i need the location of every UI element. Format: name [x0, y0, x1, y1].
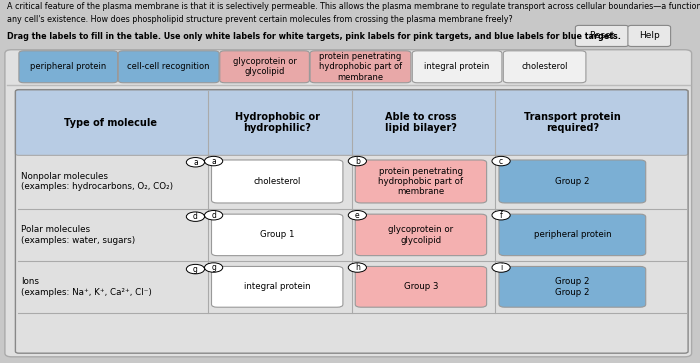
Text: i: i: [500, 263, 502, 272]
Text: glycoprotein or
glycolipid: glycoprotein or glycolipid: [232, 57, 297, 77]
Text: Group 3: Group 3: [404, 282, 438, 291]
Text: integral protein: integral protein: [424, 62, 490, 71]
Circle shape: [186, 212, 204, 221]
Text: Able to cross
lipid bilayer?: Able to cross lipid bilayer?: [385, 112, 457, 133]
Circle shape: [348, 156, 367, 166]
FancyBboxPatch shape: [575, 25, 629, 46]
Text: c: c: [499, 156, 503, 166]
Text: Ions
(examples: Na⁺, K⁺, Ca²⁺, Cl⁻): Ions (examples: Na⁺, K⁺, Ca²⁺, Cl⁻): [21, 277, 152, 297]
Text: cholesterol: cholesterol: [253, 177, 301, 186]
Text: Reset: Reset: [589, 32, 615, 40]
Text: h: h: [355, 263, 360, 272]
Text: e: e: [355, 211, 360, 220]
Text: Nonpolar molecules
(examples: hydrocarbons, O₂, CO₂): Nonpolar molecules (examples: hydrocarbo…: [21, 172, 173, 191]
Circle shape: [348, 263, 367, 272]
FancyBboxPatch shape: [5, 50, 692, 357]
Text: a: a: [211, 156, 216, 166]
Circle shape: [492, 211, 510, 220]
Text: cell-cell recognition: cell-cell recognition: [127, 62, 210, 71]
FancyBboxPatch shape: [15, 90, 688, 155]
FancyBboxPatch shape: [211, 214, 343, 256]
Text: integral protein: integral protein: [244, 282, 311, 291]
Text: Group 1: Group 1: [260, 231, 295, 239]
Text: g: g: [193, 265, 198, 274]
FancyBboxPatch shape: [211, 160, 343, 203]
Circle shape: [492, 263, 510, 272]
Circle shape: [492, 156, 510, 166]
Text: protein penetrating
hydrophobic part of
membrane: protein penetrating hydrophobic part of …: [379, 167, 463, 196]
Text: Type of molecule: Type of molecule: [64, 118, 157, 127]
FancyBboxPatch shape: [211, 266, 343, 307]
FancyBboxPatch shape: [118, 51, 219, 83]
Text: Group 2: Group 2: [555, 177, 589, 186]
FancyBboxPatch shape: [355, 160, 486, 203]
FancyBboxPatch shape: [412, 51, 502, 83]
Circle shape: [204, 211, 223, 220]
Circle shape: [204, 263, 223, 272]
Circle shape: [186, 158, 204, 167]
FancyBboxPatch shape: [310, 51, 411, 83]
Text: Hydrophobic or
hydrophilic?: Hydrophobic or hydrophilic?: [234, 112, 320, 133]
Text: Polar molecules
(examples: water, sugars): Polar molecules (examples: water, sugars…: [21, 225, 135, 245]
FancyBboxPatch shape: [499, 266, 645, 307]
Text: any cell's existence. How does phospholipid structure prevent certain molecules : any cell's existence. How does phospholi…: [7, 15, 512, 24]
FancyBboxPatch shape: [355, 266, 486, 307]
FancyBboxPatch shape: [499, 160, 645, 203]
Text: Drag the labels to fill in the table. Use only white labels for white targets, p: Drag the labels to fill in the table. Us…: [7, 32, 621, 41]
FancyBboxPatch shape: [355, 214, 486, 256]
Text: d: d: [211, 211, 216, 220]
Circle shape: [186, 264, 204, 274]
FancyBboxPatch shape: [19, 51, 118, 83]
Text: peripheral protein: peripheral protein: [30, 62, 106, 71]
Text: protein penetrating
hydrophobic part of
membrane: protein penetrating hydrophobic part of …: [319, 52, 402, 82]
Text: g: g: [211, 263, 216, 272]
Text: glycoprotein or
glycolipid: glycoprotein or glycolipid: [389, 225, 454, 245]
Text: Group 2
Group 2: Group 2 Group 2: [555, 277, 589, 297]
Text: a: a: [193, 158, 198, 167]
Text: b: b: [355, 156, 360, 166]
Text: Transport protein
required?: Transport protein required?: [524, 112, 621, 133]
Text: peripheral protein: peripheral protein: [533, 231, 611, 239]
Text: A critical feature of the plasma membrane is that it is selectively permeable. T: A critical feature of the plasma membran…: [7, 2, 700, 11]
Text: cholesterol: cholesterol: [522, 62, 568, 71]
FancyBboxPatch shape: [628, 25, 671, 46]
FancyBboxPatch shape: [499, 214, 645, 256]
FancyBboxPatch shape: [503, 51, 586, 83]
Text: d: d: [193, 212, 198, 221]
FancyBboxPatch shape: [220, 51, 309, 83]
Circle shape: [348, 211, 367, 220]
Text: f: f: [500, 211, 503, 220]
Circle shape: [204, 156, 223, 166]
Text: Help: Help: [639, 32, 659, 40]
